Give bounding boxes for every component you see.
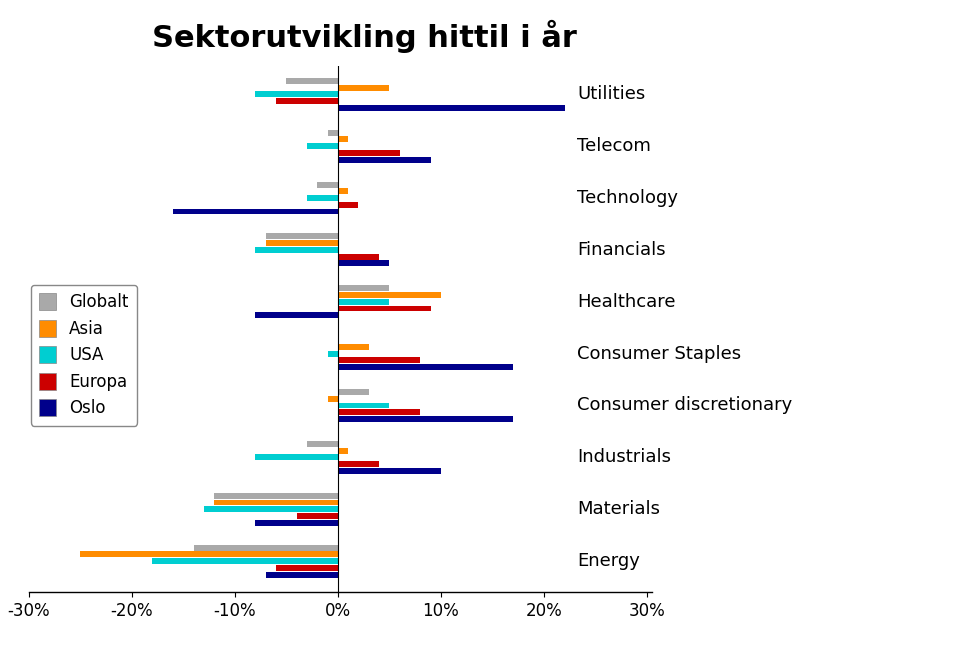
Bar <box>338 292 441 298</box>
Bar <box>276 565 338 570</box>
Bar <box>173 209 338 215</box>
Bar <box>338 254 379 260</box>
Bar <box>194 545 338 551</box>
Bar <box>338 157 431 163</box>
Text: Industrials: Industrials <box>577 448 671 467</box>
Bar <box>338 416 513 422</box>
Bar <box>276 98 338 104</box>
Bar <box>255 455 338 461</box>
Bar <box>307 143 338 149</box>
Text: Consumer discretionary: Consumer discretionary <box>577 397 792 415</box>
Text: Financials: Financials <box>577 241 666 259</box>
Bar <box>338 409 420 415</box>
Bar <box>328 351 338 357</box>
Bar <box>338 136 348 142</box>
Text: Materials: Materials <box>577 500 660 519</box>
Bar <box>255 520 338 526</box>
Bar <box>307 441 338 447</box>
Bar <box>204 506 338 512</box>
Bar <box>338 468 441 474</box>
Text: Utilities: Utilities <box>577 86 645 103</box>
Bar <box>338 364 513 370</box>
Bar <box>214 499 338 505</box>
Bar <box>338 357 420 363</box>
Bar <box>296 513 338 519</box>
Bar <box>266 240 338 246</box>
Bar <box>338 188 348 194</box>
Text: Telecom: Telecom <box>577 137 651 155</box>
Bar <box>338 261 389 266</box>
Bar <box>338 305 431 311</box>
Bar <box>338 461 379 467</box>
Bar <box>338 447 348 453</box>
Text: Healthcare: Healthcare <box>577 293 675 311</box>
Bar <box>338 299 389 305</box>
Bar <box>214 493 338 499</box>
Bar <box>338 105 565 111</box>
Bar <box>338 150 400 156</box>
Bar <box>266 572 338 578</box>
Bar <box>338 85 389 91</box>
Text: Sektorutvikling hittil i år: Sektorutvikling hittil i år <box>152 20 577 53</box>
Bar <box>81 551 338 557</box>
Text: Technology: Technology <box>577 189 678 207</box>
Bar <box>317 182 338 188</box>
Bar <box>338 403 389 409</box>
Bar <box>266 234 338 240</box>
Bar <box>338 202 359 208</box>
Bar <box>338 286 389 291</box>
Bar <box>255 247 338 253</box>
Bar <box>328 130 338 136</box>
Bar <box>328 396 338 402</box>
Bar <box>152 558 338 564</box>
Bar <box>287 78 338 84</box>
Bar <box>338 344 369 350</box>
Legend: Globalt, Asia, USA, Europa, Oslo: Globalt, Asia, USA, Europa, Oslo <box>31 285 137 426</box>
Bar <box>307 195 338 201</box>
Bar <box>338 389 369 395</box>
Bar <box>255 91 338 97</box>
Text: Energy: Energy <box>577 552 640 570</box>
Bar <box>255 313 338 318</box>
Text: Consumer Staples: Consumer Staples <box>577 345 741 363</box>
